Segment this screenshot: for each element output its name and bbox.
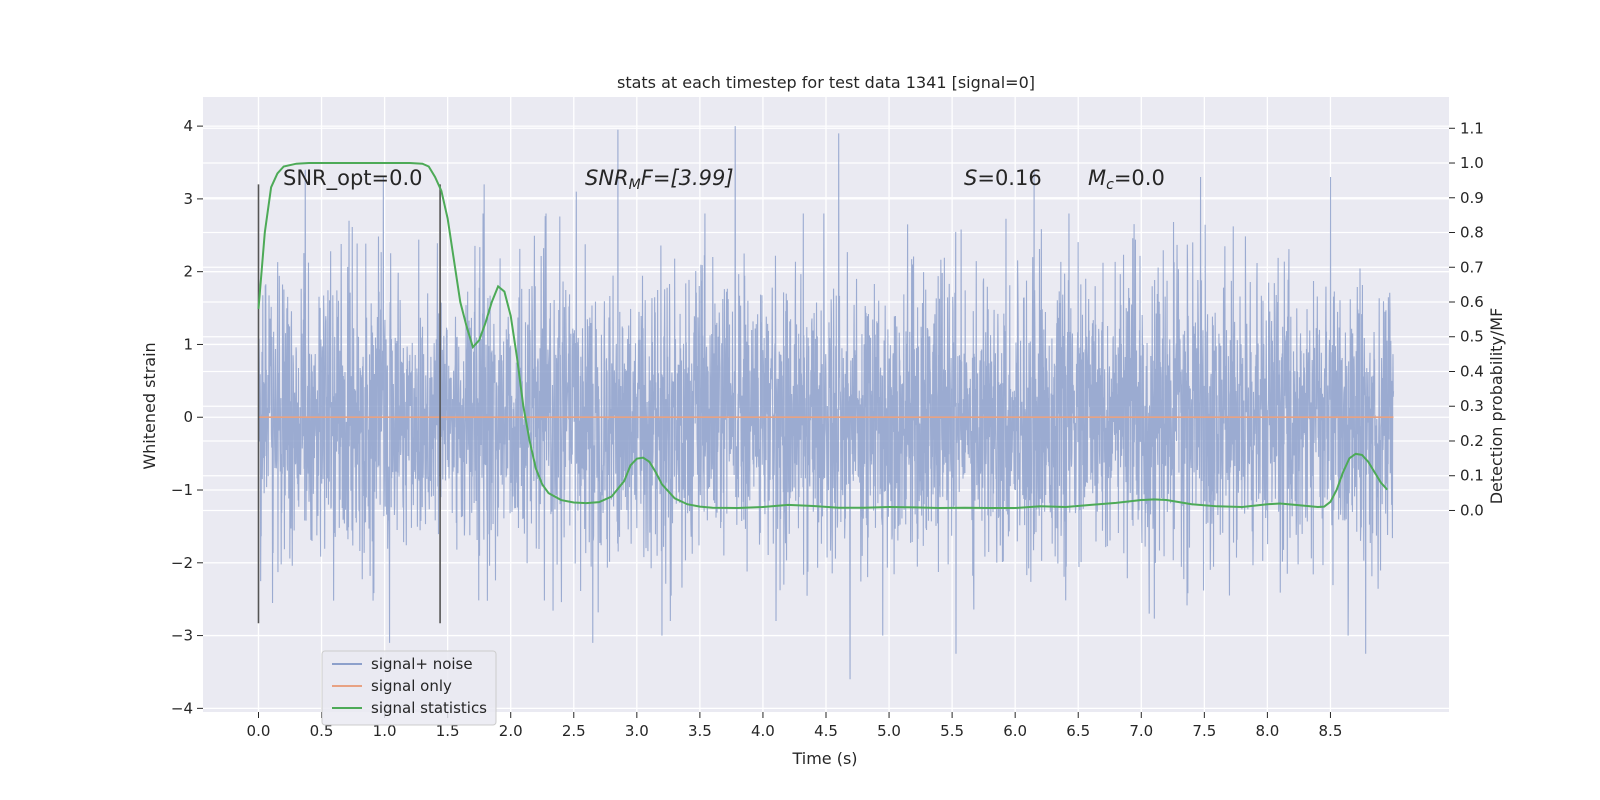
y-axis-ticks: 4 3 2 1 0 −1 −2 −3 −4: [171, 117, 203, 717]
x-tick-label: 4.0: [751, 722, 775, 740]
x-tick-label: 6.5: [1066, 722, 1090, 740]
signal-statistics-line: [257, 162, 1388, 510]
legend-label-signal: signal only: [371, 677, 452, 695]
legend-label-noise: signal+ noise: [371, 655, 473, 673]
annotation-snr-mf: SNRMF=[3.99]: [585, 166, 734, 193]
legend-box: [321, 650, 497, 726]
y2-axis-ticks: 1.1 1.0 0.9 0.8 0.7 0.6 0.5 0.4 0.3 0.2 0.1 0.0: [1449, 119, 1484, 519]
y2-tick-label: 0.0: [1460, 501, 1484, 519]
legend: signal+ noise signal only signal statist…: [321, 650, 497, 726]
legend-label-stats: signal statistics: [371, 699, 487, 717]
x-tick-label: 1.0: [373, 722, 397, 740]
x-tick-label: 7.0: [1129, 722, 1153, 740]
y2-tick-label: 0.9: [1460, 189, 1484, 207]
y-tick-label: 2: [183, 263, 193, 281]
y2-tick-label: 0.4: [1460, 362, 1484, 380]
y-tick-label: −4: [171, 699, 193, 717]
annotation-s: S=0.16: [964, 166, 1042, 190]
annotation-snr-opt: SNR_opt=0.0: [283, 166, 423, 191]
x-tick-label: 3.0: [625, 722, 649, 740]
x-tick-label: 0.0: [247, 722, 271, 740]
y2-tick-label: 0.1: [1460, 467, 1484, 485]
x-tick-label: 3.5: [688, 722, 712, 740]
x-axis-ticks: 0.0 0.5 1.0 1.5 2.0 2.5 3.0 3.5 4.0 4.5 5.0 5.5 6.0 6…: [247, 712, 1343, 740]
x-tick-label: 8.0: [1255, 722, 1279, 740]
signal-noise-line: [257, 126, 1395, 680]
series-signal-statistics: [257, 162, 1388, 510]
y2-tick-label: 0.3: [1460, 397, 1484, 415]
series-signal-noise: [257, 126, 1395, 680]
x-tick-label: 0.5: [310, 722, 334, 740]
chart-title: stats at each timestep for test data 134…: [617, 73, 1035, 92]
y-tick-label: 1: [183, 335, 193, 353]
x-tick-label: 6.0: [1003, 722, 1027, 740]
y2-tick-label: 0.6: [1460, 293, 1484, 311]
x-tick-label: 5.0: [877, 722, 901, 740]
y2-tick-label: 0.7: [1460, 258, 1484, 276]
x-axis-label: Time (s): [791, 749, 857, 768]
y2-tick-label: 0.8: [1460, 224, 1484, 242]
y-tick-label: −1: [171, 481, 193, 499]
y-axis-label: Whitened strain: [140, 342, 159, 469]
y2-tick-label: 1.0: [1460, 154, 1484, 172]
y-tick-label: −2: [171, 554, 193, 572]
x-tick-label: 7.5: [1192, 722, 1216, 740]
y2-tick-label: 1.1: [1460, 119, 1484, 137]
y-tick-label: 4: [183, 117, 193, 135]
x-tick-label: 2.5: [562, 722, 586, 740]
x-tick-label: 2.0: [499, 722, 523, 740]
marker-lines: [257, 184, 441, 624]
y-tick-label: 3: [183, 190, 193, 208]
x-tick-label: 4.5: [814, 722, 838, 740]
x-tick-label: 1.5: [436, 722, 460, 740]
y-tick-label: 0: [183, 408, 193, 426]
x-tick-label: 8.5: [1319, 722, 1343, 740]
x-tick-label: 5.5: [940, 722, 964, 740]
y2-axis-label: Detection probability/MF: [1487, 308, 1506, 505]
y-gridlines: [203, 125, 1449, 710]
y2-tick-label: 0.5: [1460, 328, 1484, 346]
y2-tick-label: 0.2: [1460, 432, 1484, 450]
y-tick-label: −3: [171, 627, 193, 645]
annotation-mc: Mc=0.0: [1088, 166, 1165, 193]
